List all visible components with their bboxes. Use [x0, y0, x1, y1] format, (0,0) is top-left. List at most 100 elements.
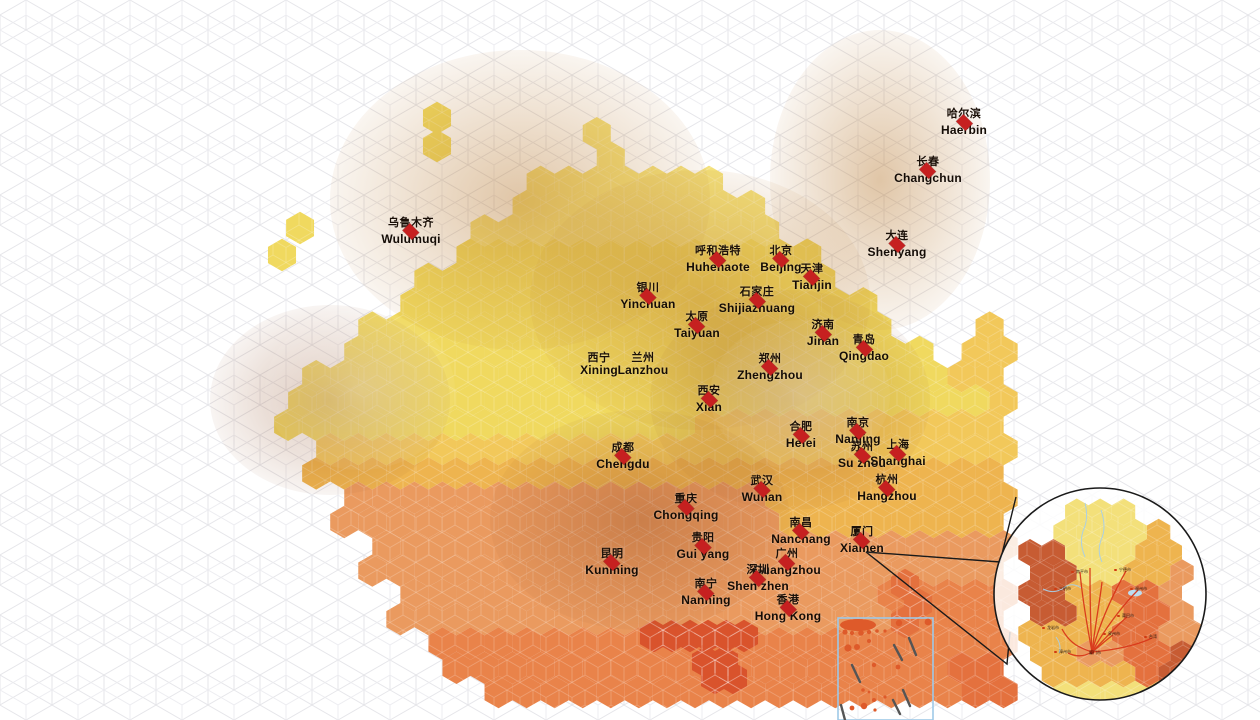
magnifier-hex-texture — [1030, 599, 1054, 627]
magnifier-hex-texture — [1158, 539, 1182, 566]
magnifier-hex-texture — [1030, 559, 1054, 587]
magnifier-hex-tile[interactable] — [1170, 680, 1194, 708]
magnifier-hex-texture — [1053, 518, 1077, 546]
magnifier-hex-texture — [1111, 620, 1136, 647]
city-label-shenyang[interactable]: 大连Shenyang — [868, 231, 927, 259]
magnifier-city-label[interactable]: 三明市 — [1054, 586, 1071, 591]
magnifier-hex-tile[interactable] — [1088, 701, 1111, 720]
magnifier-hex-texture — [1135, 579, 1159, 607]
magnifier-hex-texture — [1041, 620, 1066, 647]
magnifier-hex-texture — [1111, 539, 1136, 566]
magnifier-hex-tile[interactable] — [1159, 701, 1182, 720]
city-label-nanchang[interactable]: 南昌Nanchang — [771, 518, 831, 546]
city-label-hong-kong[interactable]: 香港 Hong Kong — [755, 595, 821, 623]
magnifier-hex-texture — [1065, 660, 1089, 688]
magnifier-hex-texture — [1123, 640, 1147, 668]
magnifier-hex-texture — [1053, 559, 1077, 587]
city-label-wulumuqi[interactable]: 乌鲁木齐Wulumuqi — [381, 218, 440, 246]
magnifier-hex-texture — [1170, 599, 1194, 627]
city-label-xining[interactable]: 西宁 Xining — [580, 353, 618, 377]
magnifier-hex-texture — [1146, 599, 1171, 627]
city-label-hangzhou[interactable]: 杭州Hangzhou — [857, 475, 917, 503]
magnifier-hex-texture — [1041, 539, 1066, 566]
magnifier-city-label[interactable]: 泉州市 — [1103, 631, 1120, 636]
city-label-huhehaote[interactable]: 呼和浩特Huhehaote — [686, 246, 750, 274]
city-label-shanghai[interactable]: 上海Shanghai — [870, 440, 926, 468]
magnifier-hex-tile[interactable] — [1193, 640, 1217, 668]
magnifier-hex-texture — [1053, 640, 1077, 668]
city-label-chongqing[interactable]: 重庆Chongqing — [653, 494, 718, 522]
magnifier-hex-texture — [1146, 640, 1171, 668]
city-label-nanning[interactable]: 南宁Nanning — [681, 579, 730, 607]
magnifier-hex-texture — [1170, 680, 1194, 700]
magnifier-hex-texture — [1135, 660, 1159, 688]
city-label-wuhan[interactable]: 武汉Wuhan — [742, 476, 783, 504]
city-label-lanzhou[interactable]: 兰州 Lanzhou — [618, 353, 669, 377]
magnifier-hex-tile[interactable] — [1193, 680, 1217, 708]
magnifier-hex-texture — [1111, 660, 1136, 688]
magnifier-hex-texture — [1100, 680, 1124, 700]
city-label-kunming[interactable]: 昆明Kunming — [585, 549, 638, 577]
magnifier-hex-texture — [1123, 559, 1147, 587]
magnifier-city-label[interactable]: 宁德市 — [1114, 567, 1131, 572]
magnifier-hex-texture — [1088, 539, 1112, 566]
magnifier-hex-texture — [1135, 620, 1159, 647]
magnifier-hex-texture — [1018, 620, 1042, 647]
city-label-jinan[interactable]: 济南Jinan — [807, 320, 839, 348]
magnifier-hex-tile[interactable] — [1181, 660, 1206, 688]
city-label-gui-yang[interactable]: 贵阳 Gui yang — [677, 533, 730, 561]
city-label-yinchuan[interactable]: 银川Yinchuan — [620, 283, 675, 311]
city-label-chengdu[interactable]: 成都Chengdu — [596, 443, 649, 471]
magnifier-hex-texture — [1158, 579, 1182, 607]
city-label-qingdao[interactable]: 青岛Qingdao — [839, 335, 889, 363]
magnifier-hex-texture — [1193, 640, 1206, 668]
city-name-en: Xining — [580, 363, 618, 377]
map-hex-tile[interactable] — [267, 238, 297, 272]
magnifier-city-label[interactable]: 台湾 — [1144, 634, 1157, 639]
city-label-taiyuan[interactable]: 太原Taiyuan — [674, 312, 720, 340]
magnifier-hex-texture — [1146, 518, 1171, 546]
map-hex-tile[interactable] — [422, 101, 452, 135]
city-label-changchun[interactable]: 长春Changchun — [894, 157, 962, 185]
map-hex-tile[interactable] — [422, 129, 452, 163]
magnifier-hex-tile[interactable] — [1065, 701, 1088, 720]
flight-arcs — [1061, 567, 1153, 657]
magnifier-hex-texture — [1018, 539, 1042, 566]
magnifier-city-label[interactable]: 莆田市 — [1117, 613, 1134, 618]
magnifier-hex-texture — [1088, 701, 1111, 720]
city-label-zhengzhou[interactable]: 郑州Zhengzhou — [737, 354, 803, 382]
magnifier-hex-texture — [1076, 518, 1101, 546]
city-label-hefei[interactable]: 合肥Hefei — [786, 422, 816, 450]
magnifier-hex-texture — [1100, 559, 1124, 587]
magnifier-hex-texture — [1088, 660, 1112, 688]
magnifier-city-label[interactable]: 厦门市 — [1089, 650, 1101, 655]
magnifier-hex-texture — [1193, 680, 1206, 700]
magnifier-hex-texture — [1041, 579, 1066, 607]
city-label-tianjin[interactable]: 天津Tianjin — [792, 264, 832, 292]
magnifier-hex-tile[interactable] — [1112, 701, 1135, 720]
magnifier-hex-texture — [1065, 701, 1088, 720]
magnifier-hex-texture — [1158, 620, 1182, 647]
city-label-haerbin[interactable]: 哈尔滨Haerbin — [941, 109, 987, 137]
magnifier-city-label[interactable]: 漳州市 — [1054, 649, 1071, 654]
magnifier-hex-texture — [1100, 518, 1124, 546]
magnifier-city-label[interactable]: 福州市 — [1130, 586, 1147, 591]
magnifier-hex-texture — [1065, 498, 1089, 526]
magnifier-hex-texture — [1076, 559, 1101, 587]
magnifier-hex-texture — [1076, 599, 1101, 627]
magnifier-hex-texture — [1100, 599, 1124, 627]
magnifier-hex-texture — [1146, 559, 1171, 587]
city-label-xian[interactable]: 西安Xian — [696, 386, 722, 414]
magnifier-city-label[interactable]: 龙岩市 — [1042, 625, 1059, 630]
magnifier-hex-texture — [1159, 701, 1182, 720]
city-label-shen-zhen[interactable]: 深圳 Shen zhen — [727, 565, 789, 593]
south-china-sea-inset — [837, 617, 934, 720]
map-hex-tile[interactable] — [285, 211, 315, 245]
magnifier-city-label[interactable]: 南平市 — [1071, 569, 1088, 574]
city-label-xiamen[interactable]: 厦门Xiamen — [840, 527, 884, 555]
magnifier-hex-texture — [1018, 579, 1042, 607]
city-label-shijiazhuang[interactable]: 石家庄Shijiazhuang — [719, 287, 795, 315]
magnifier-hex-texture — [1076, 680, 1101, 700]
magnifier-hex-texture — [1135, 539, 1159, 566]
